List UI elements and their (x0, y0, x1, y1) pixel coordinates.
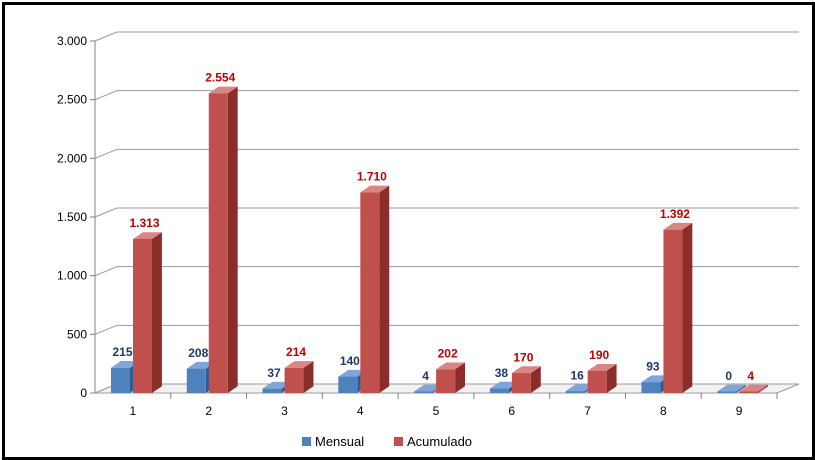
bar-acumulado-side (227, 86, 238, 394)
y-tick-label: 0 (80, 386, 87, 400)
gridline-depth (94, 90, 118, 101)
data-labels: 215 1.313 208 2.554 37 214 140 1.710 4 202 38 170 16… (112, 71, 754, 383)
bar-mensual-top (489, 381, 519, 389)
legend-label-mensual: Mensual (315, 434, 364, 449)
gridline-depth (94, 324, 118, 335)
bar-acumulado-side (758, 384, 769, 393)
bar-acumulado-side (682, 222, 693, 393)
bar-acumulado (133, 238, 152, 393)
x-tick-label: 4 (357, 404, 364, 418)
y-axis-ticks: 0 500 1.000 1.500 2.000 2.500 3.000 (57, 34, 95, 400)
bar-mensual-top (641, 375, 671, 383)
legend-label-acumulado: Acumulado (407, 434, 472, 449)
data-label-mensual: 208 (188, 346, 208, 360)
bar-mensual-top (111, 361, 140, 368)
bar-acumulado (436, 369, 456, 393)
bar-acumulado-top (360, 185, 390, 193)
bar-acumulado (208, 93, 228, 394)
bar-acumulado-top (208, 86, 238, 94)
bar-mensual-side (736, 384, 747, 393)
data-label-mensual: 140 (340, 354, 360, 368)
data-label-acumulado: 202 (438, 347, 458, 361)
gridline-depth (94, 207, 118, 218)
data-label-mensual: 215 (112, 345, 132, 359)
bar-acumulado-side (379, 185, 390, 393)
bar-mensual (414, 391, 434, 393)
x-tick-label: 9 (736, 404, 743, 418)
bar-acumulado (663, 229, 683, 393)
bar-acumulado (739, 391, 759, 393)
data-label-acumulado: 190 (589, 348, 609, 362)
data-label-acumulado: 170 (513, 350, 533, 364)
bar-acumulado-top (587, 363, 617, 371)
bar-acumulado-top (739, 384, 769, 392)
bar-mensual-top (717, 384, 747, 392)
bar-acumulado-top (284, 361, 314, 368)
gridline-depth (94, 148, 118, 159)
bar-mensual-top (186, 361, 216, 369)
data-label-mensual: 4 (422, 369, 429, 383)
legend: Mensual Acumulado (302, 434, 472, 449)
bar-acumulado-top (436, 362, 466, 370)
data-label-mensual: 38 (495, 366, 509, 380)
x-tick-label: 6 (508, 404, 515, 418)
data-label-acumulado: 1.313 (129, 216, 159, 230)
bar-acumulado-top (663, 222, 693, 230)
legend-swatch-acumulado (394, 437, 403, 446)
bar-acumulado (360, 192, 380, 393)
gridlines (94, 31, 800, 394)
x-tick-label: 7 (584, 404, 591, 418)
data-label-acumulado: 214 (286, 345, 306, 359)
gridline-depth (94, 31, 118, 42)
bar-acumulado-side (606, 363, 617, 393)
bar-acumulado (587, 370, 607, 393)
bar-acumulado (284, 367, 304, 393)
gridline-depth (94, 266, 118, 277)
x-axis-ticks: 1 2 3 4 5 6 7 8 9 (130, 393, 778, 418)
bar-acumulado-side (303, 361, 314, 393)
y-tick-label: 500 (67, 327, 87, 341)
bar-mensual (186, 368, 206, 393)
bar-mensual-top (414, 384, 444, 392)
data-label-acumulado: 2.554 (205, 71, 235, 85)
y-tick-label: 3.000 (57, 34, 87, 48)
bar-mensual (262, 388, 282, 393)
data-label-acumulado: 1.710 (357, 170, 387, 184)
bars (111, 86, 769, 394)
y-tick-label: 2.500 (57, 93, 87, 107)
data-label-acumulado: 4 (747, 369, 754, 383)
bar-mensual-top (338, 369, 368, 377)
bar-acumulado (511, 373, 531, 393)
y-tick-label: 1.000 (57, 269, 87, 283)
bar-acumulado-side (530, 366, 541, 393)
x-tick-label: 1 (130, 404, 137, 418)
bar-mensual (717, 391, 737, 393)
bar-mensual (111, 367, 130, 393)
data-label-mensual: 93 (646, 359, 660, 373)
bar-acumulado-side (152, 232, 162, 393)
y-tick-label: 2.000 (57, 151, 87, 165)
data-label-mensual: 0 (725, 369, 732, 383)
bar-mensual (641, 382, 661, 393)
bar-acumulado-top (133, 232, 162, 239)
bar-acumulado-side (455, 362, 466, 393)
x-tick-label: 3 (281, 404, 288, 418)
bar-mensual (338, 376, 358, 393)
bar-mensual (565, 391, 585, 393)
y-tick-label: 1.500 (57, 210, 87, 224)
x-tick-label: 8 (660, 404, 667, 418)
x-tick-label: 2 (205, 404, 212, 418)
bar-mensual-top (565, 384, 595, 392)
bar-mensual-top (262, 381, 292, 389)
bar-mensual (489, 388, 509, 393)
data-label-mensual: 16 (570, 368, 584, 382)
x-tick-label: 5 (433, 404, 440, 418)
bar-acumulado-top (511, 366, 541, 374)
legend-swatch-mensual (302, 437, 311, 446)
data-label-acumulado: 1.392 (660, 207, 690, 221)
data-label-mensual: 37 (267, 366, 281, 380)
